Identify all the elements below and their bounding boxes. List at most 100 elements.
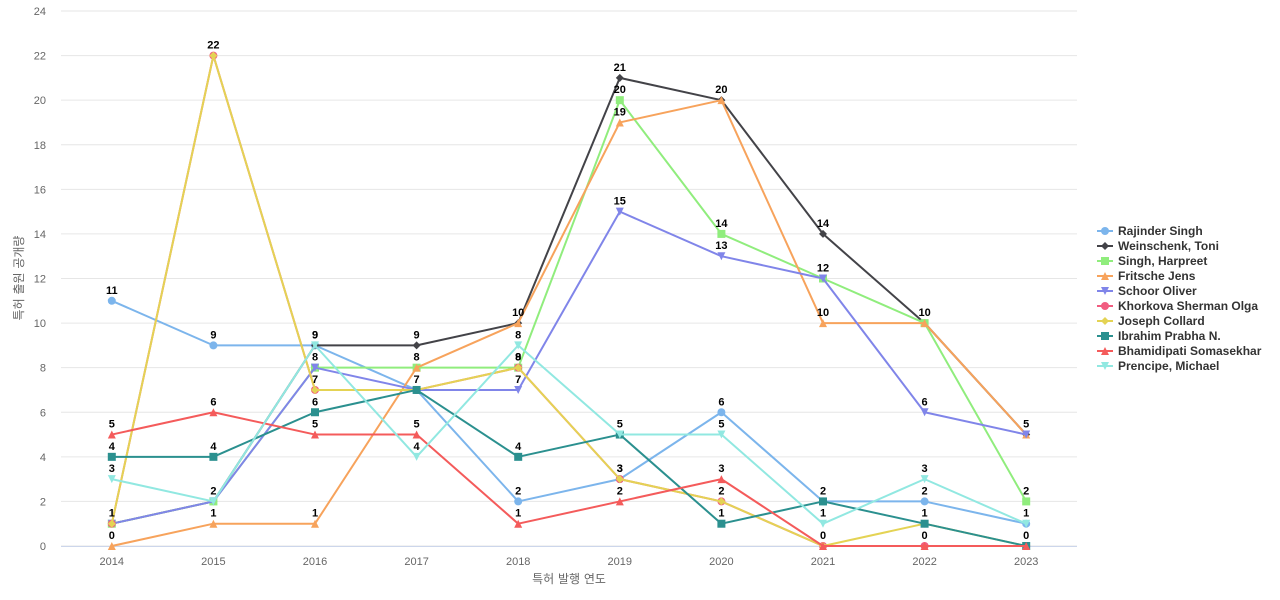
- x-tick-label: 2020: [709, 556, 733, 568]
- data-label: 8: [414, 352, 420, 364]
- legend-marker: [1101, 227, 1109, 235]
- data-point: [107, 430, 116, 439]
- data-label: 10: [817, 307, 829, 319]
- legend-label: Ibrahim Prabha N.: [1118, 329, 1221, 343]
- legend-item[interactable]: Khorkova Sherman Olga: [1097, 299, 1258, 313]
- data-point: [209, 497, 218, 506]
- data-label: 7: [312, 374, 318, 386]
- x-tick-label: 2019: [608, 556, 632, 568]
- data-label: 19: [614, 106, 626, 118]
- x-tick-label: 2023: [1014, 556, 1038, 568]
- data-point: [717, 408, 726, 417]
- data-label: 9: [312, 329, 318, 341]
- x-tick-label: 2022: [912, 556, 936, 568]
- data-point: [717, 497, 726, 506]
- series-9: [107, 341, 1031, 528]
- data-label: 15: [614, 196, 626, 208]
- legend-item[interactable]: Bhamidipati Somasekhar: [1097, 344, 1262, 358]
- legend-item[interactable]: Schoor Oliver: [1097, 284, 1197, 298]
- data-point: [819, 519, 827, 528]
- data-label: 7: [414, 374, 420, 386]
- data-label: 6: [210, 396, 216, 408]
- data-point: [615, 497, 624, 506]
- data-point: [107, 542, 116, 550]
- data-point: [615, 96, 624, 105]
- data-label: 14: [817, 218, 830, 230]
- series-line: [110, 99, 1028, 525]
- data-point: [107, 475, 116, 484]
- data-label: 4: [109, 441, 116, 453]
- data-point: [717, 252, 726, 261]
- data-label: 7: [515, 374, 521, 386]
- data-point: [311, 519, 319, 528]
- y-tick-label: 2: [40, 496, 46, 508]
- legend-item[interactable]: Weinschenk, Toni: [1097, 239, 1219, 253]
- data-label: 4: [414, 441, 421, 453]
- data-point: [107, 452, 116, 461]
- data-label: 1: [312, 508, 318, 520]
- y-tick-label: 18: [34, 140, 46, 152]
- legend-item[interactable]: Prencipe, Michael: [1097, 359, 1219, 373]
- x-tick-label: 2021: [811, 556, 835, 568]
- data-label: 3: [109, 463, 115, 475]
- x-tick-label: 2015: [201, 556, 225, 568]
- data-label: 6: [312, 396, 318, 408]
- data-point: [412, 363, 421, 372]
- data-point: [1022, 519, 1031, 528]
- series-line: [110, 344, 1028, 525]
- data-point: [717, 430, 726, 439]
- data-point: [514, 497, 523, 506]
- data-label: 8: [515, 352, 521, 364]
- y-tick-label: 10: [34, 318, 46, 330]
- data-label: 20: [715, 84, 727, 96]
- data-point: [412, 341, 421, 350]
- data-label: 14: [715, 218, 728, 230]
- data-label: 2: [718, 485, 724, 497]
- data-label: 9: [312, 329, 318, 341]
- x-tick-label: 2017: [404, 556, 428, 568]
- legend-item[interactable]: Ibrahim Prabha N.: [1097, 329, 1221, 343]
- y-tick-label: 4: [40, 452, 46, 464]
- data-point: [514, 319, 523, 328]
- data-label: 9: [414, 329, 420, 341]
- data-label: 22: [207, 40, 219, 52]
- x-tick-label: 2016: [303, 556, 327, 568]
- data-label: 6: [922, 396, 928, 408]
- y-tick-label: 12: [34, 274, 46, 286]
- data-label: 1: [109, 508, 115, 520]
- data-label: 5: [617, 419, 623, 431]
- data-point: [412, 430, 421, 439]
- legend-label: Fritsche Jens: [1118, 269, 1196, 283]
- data-point: [717, 519, 726, 528]
- legend-label: Weinschenk, Toni: [1118, 239, 1219, 253]
- data-point: [717, 475, 726, 484]
- data-point: [920, 497, 929, 506]
- data-label: 4: [515, 441, 522, 453]
- data-label: 2: [515, 485, 521, 497]
- data-point: [819, 229, 827, 238]
- legend-marker: [1101, 242, 1109, 250]
- legend-marker: [1101, 362, 1109, 370]
- data-label: 1: [210, 508, 216, 520]
- legend-marker: [1101, 287, 1109, 295]
- data-label: 10: [918, 307, 930, 319]
- data-point: [717, 229, 726, 238]
- x-tick-label: 2014: [100, 556, 124, 568]
- data-label: 2: [617, 485, 623, 497]
- legend-item[interactable]: Joseph Collard: [1097, 314, 1205, 328]
- legend-item[interactable]: Fritsche Jens: [1097, 269, 1196, 283]
- data-label: 12: [817, 263, 829, 275]
- series-line: [110, 54, 1028, 547]
- legend-marker: [1101, 302, 1109, 310]
- legend-item[interactable]: Singh, Harpreet: [1097, 254, 1207, 268]
- grid-lines: [61, 10, 1077, 547]
- data-label: 10: [512, 307, 524, 319]
- data-point: [615, 73, 624, 82]
- legend-marker: [1101, 347, 1109, 355]
- legend-item[interactable]: Rajinder Singh: [1097, 224, 1203, 238]
- data-label: 8: [312, 352, 318, 364]
- series-line: [110, 411, 1028, 547]
- data-label: 0: [109, 530, 115, 542]
